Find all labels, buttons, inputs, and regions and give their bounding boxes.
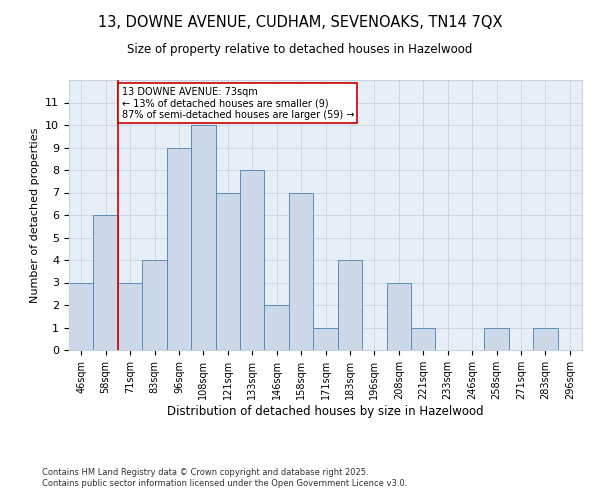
Text: Size of property relative to detached houses in Hazelwood: Size of property relative to detached ho…: [127, 42, 473, 56]
Bar: [142, 260, 167, 350]
Bar: [338, 260, 362, 350]
Bar: [94, 215, 118, 350]
Bar: [118, 282, 142, 350]
Text: 13, DOWNE AVENUE, CUDHAM, SEVENOAKS, TN14 7QX: 13, DOWNE AVENUE, CUDHAM, SEVENOAKS, TN1…: [98, 15, 502, 30]
Bar: [265, 305, 289, 350]
Bar: [240, 170, 265, 350]
Bar: [191, 125, 215, 350]
Bar: [289, 192, 313, 350]
Text: 13 DOWNE AVENUE: 73sqm
← 13% of detached houses are smaller (9)
87% of semi-deta: 13 DOWNE AVENUE: 73sqm ← 13% of detached…: [122, 87, 354, 120]
Bar: [313, 328, 338, 350]
X-axis label: Distribution of detached houses by size in Hazelwood: Distribution of detached houses by size …: [167, 404, 484, 417]
Bar: [533, 328, 557, 350]
Bar: [167, 148, 191, 350]
Bar: [69, 282, 94, 350]
Y-axis label: Number of detached properties: Number of detached properties: [30, 128, 40, 302]
Bar: [411, 328, 436, 350]
Bar: [484, 328, 509, 350]
Bar: [215, 192, 240, 350]
Text: Contains HM Land Registry data © Crown copyright and database right 2025.
Contai: Contains HM Land Registry data © Crown c…: [42, 468, 407, 487]
Bar: [386, 282, 411, 350]
